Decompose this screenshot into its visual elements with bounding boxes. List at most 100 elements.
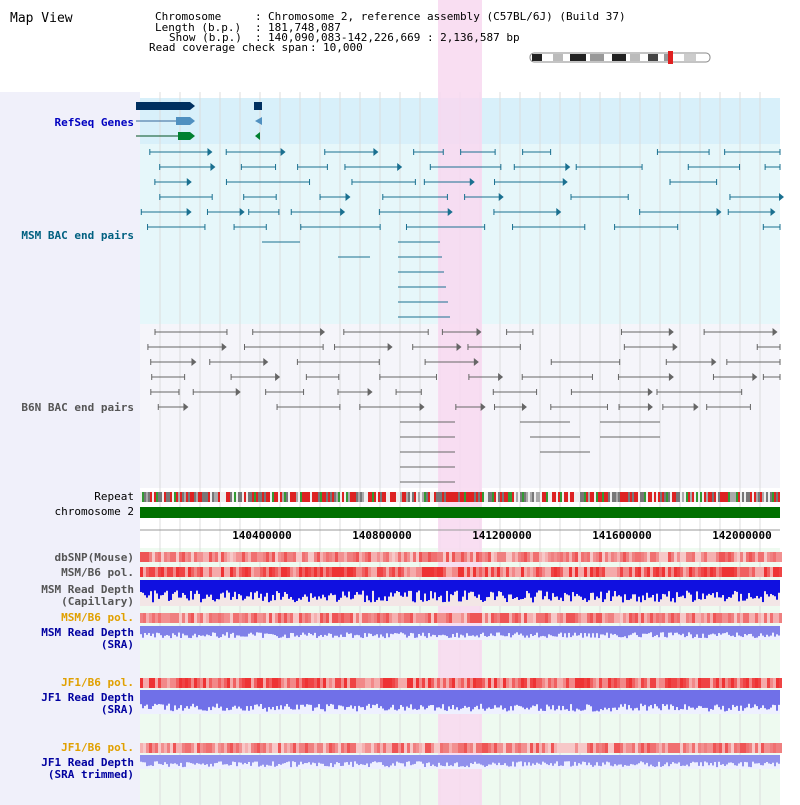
read-depth-bar [580, 580, 582, 597]
refseq-gene-track[interactable] [136, 102, 262, 140]
msm-bac-track[interactable] [140, 148, 784, 318]
read-depth-bar [368, 580, 370, 601]
heat-cell [194, 552, 197, 562]
repeat-element [524, 492, 526, 502]
heat-cell [329, 743, 332, 753]
bac-end-arrow [275, 373, 281, 381]
read-depth-bar [628, 755, 630, 766]
heat-cell [758, 552, 761, 562]
read-depth-bar [194, 626, 196, 634]
heat-cell [308, 613, 311, 623]
heat-cell [281, 613, 284, 623]
heat-cell [152, 613, 155, 623]
read-depth-bar [224, 690, 226, 711]
read-depth-bar [194, 580, 196, 594]
read-depth-bar [390, 690, 392, 708]
heat-cell [185, 567, 188, 577]
read-depth-bar [272, 690, 274, 707]
chromosome-bar[interactable] [140, 507, 780, 518]
track-label-jf1-b6-pol-1[interactable]: JF1/B6 pol. [61, 676, 134, 689]
track-label-msm-depth-capillary[interactable]: MSM Read Depth [41, 583, 134, 596]
track-label-b6n-bac[interactable]: B6N BAC end pairs [21, 401, 134, 414]
heat-cell [572, 743, 575, 753]
track-label-refseq[interactable]: RefSeq Genes [55, 116, 134, 129]
heat-cell [236, 613, 239, 623]
read-depth-bar [410, 580, 412, 591]
repeat-element [544, 492, 546, 502]
polymorphism-heat-tracks[interactable] [140, 552, 782, 753]
track-label-jf1-b6-pol-2[interactable]: JF1/B6 pol. [61, 741, 134, 754]
refseq-gene[interactable] [254, 102, 262, 110]
bac-end-arrow [367, 388, 373, 396]
heat-cell [314, 567, 317, 577]
ideogram-position-marker[interactable] [668, 51, 673, 64]
heat-cell [728, 678, 731, 688]
heat-cell [314, 613, 317, 623]
read-depth-bar [430, 626, 432, 637]
heat-cell [197, 552, 200, 562]
chromosome-label: Chromosome [155, 10, 221, 23]
heat-cell [188, 678, 191, 688]
heat-cell [191, 552, 194, 562]
highlight-region[interactable] [438, 0, 482, 805]
read-depth-bar [454, 580, 456, 592]
repeat-element [454, 492, 456, 502]
track-label-jf1-depth-sra[interactable]: JF1 Read Depth [41, 691, 134, 704]
track-label-jf1-depth-trimmed[interactable]: JF1 Read Depth [41, 756, 134, 769]
read-depth-bar [486, 580, 488, 598]
b6n-bac-track[interactable] [147, 328, 781, 483]
heat-cell [524, 678, 527, 688]
heat-cell [578, 743, 581, 753]
track-label-repeat[interactable]: Repeat [94, 490, 134, 503]
track-label-chromosome[interactable]: chromosome 2 [55, 505, 134, 518]
read-depth-bar [728, 580, 730, 598]
track-label-msm-b6-pol-2[interactable]: MSM/B6 pol. [61, 611, 134, 624]
read-depth-bar [526, 626, 528, 636]
track-label-msm-b6-pol-1[interactable]: MSM/B6 pol. [61, 566, 134, 579]
read-depth-bar [232, 626, 234, 633]
read-depth-bar [730, 690, 732, 710]
read-depth-bar [486, 755, 488, 766]
track-label-msm-depth-sra[interactable]: MSM Read Depth [41, 626, 134, 639]
read-depth-bar [534, 690, 536, 707]
bac-end-arrow [498, 193, 504, 201]
read-depth-bar [242, 690, 244, 711]
track-label-msm-bac[interactable]: MSM BAC end pairs [21, 229, 134, 242]
read-depth-bar [204, 690, 206, 711]
heat-cell [224, 678, 227, 688]
heat-cell [173, 567, 176, 577]
read-depth-bar [676, 690, 678, 708]
heat-cell [737, 613, 740, 623]
heat-cell [653, 552, 656, 562]
heat-cell [368, 552, 371, 562]
read-depth-bar [212, 755, 214, 767]
heat-cell [443, 567, 446, 577]
repeat-track[interactable] [140, 492, 780, 502]
read-depth-bar [590, 626, 592, 638]
repeat-element [682, 492, 684, 502]
heat-cell [545, 743, 548, 753]
repeat-element [356, 492, 358, 502]
repeat-element [776, 492, 778, 502]
read-depth-bar [316, 690, 318, 708]
chromosome-ideogram[interactable] [529, 51, 711, 64]
read-depth-bar [770, 755, 772, 765]
read-depth-tracks[interactable] [140, 580, 780, 769]
read-depth-bar [216, 626, 218, 637]
read-depth-bar [344, 580, 346, 596]
read-depth-bar [264, 626, 266, 634]
heat-cell [515, 678, 518, 688]
track-label-dbsnp[interactable]: dbSNP(Mouse) [55, 551, 134, 564]
heat-cell [608, 743, 611, 753]
heat-cell [362, 567, 365, 577]
read-depth-bar [160, 626, 162, 636]
repeat-element [142, 492, 144, 502]
heat-cell [521, 613, 524, 623]
read-depth-bar [770, 690, 772, 708]
refseq-gene[interactable] [136, 102, 190, 110]
repeat-element [466, 492, 468, 502]
read-depth-bar [664, 580, 666, 595]
read-depth-bar [352, 580, 354, 599]
read-depth-bar [706, 690, 708, 708]
heat-cell [338, 613, 341, 623]
